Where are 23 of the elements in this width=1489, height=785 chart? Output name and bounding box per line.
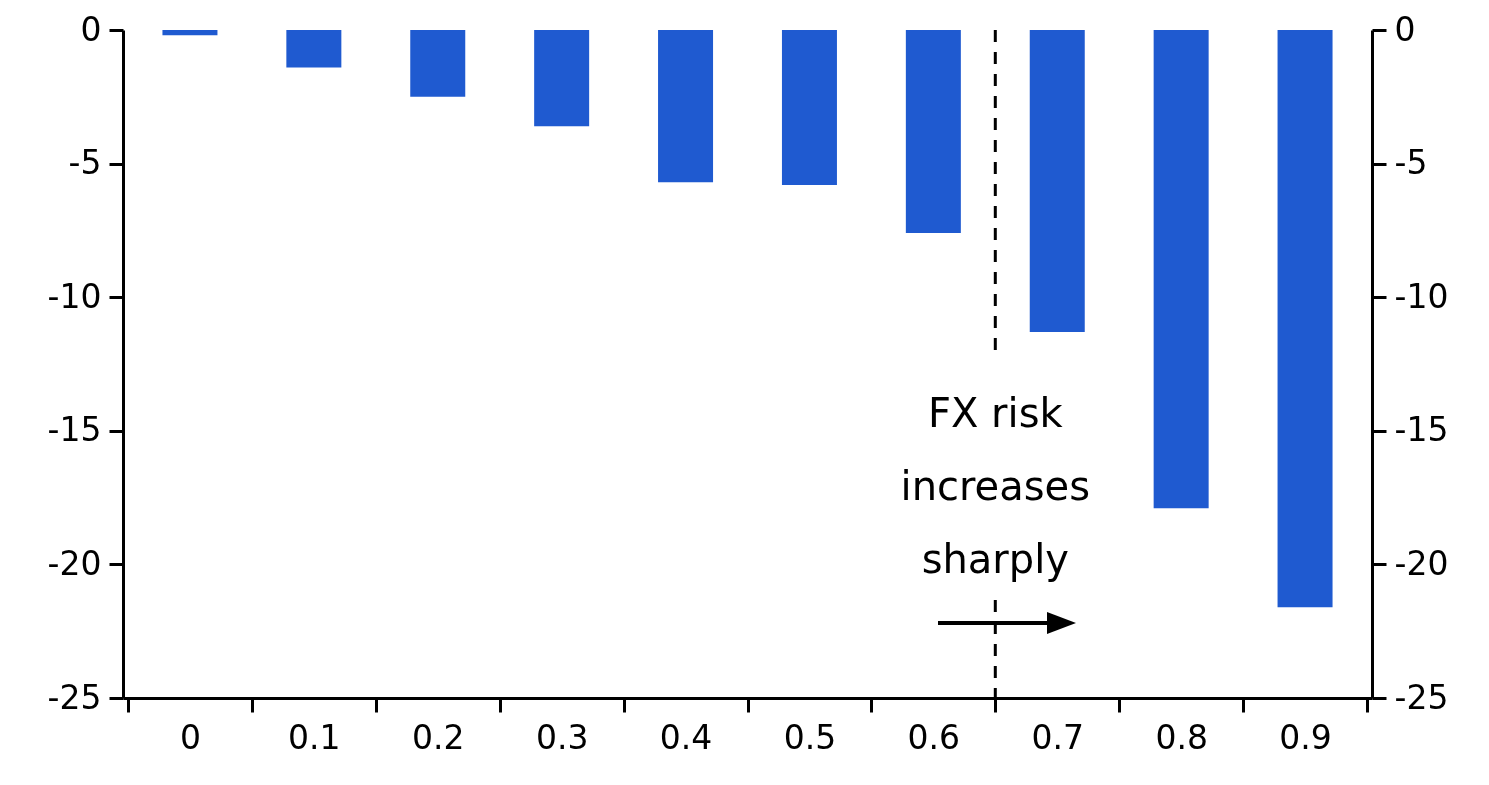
y2-tick-label: -5 <box>1394 143 1428 183</box>
ref-line-label: FX risk increases sharply <box>900 390 1091 582</box>
y-tick-label: -25 <box>47 677 102 717</box>
x-tick-label: 0.9 <box>1279 717 1332 757</box>
x-tick-label: 0.2 <box>412 717 465 757</box>
x-tick-label: 0.8 <box>1155 717 1208 757</box>
x-tick-label: 0 <box>179 717 201 757</box>
y2-tick-label: 0 <box>1394 9 1416 49</box>
y2-tick-label: -15 <box>1394 410 1449 450</box>
x-tick-label: 0.6 <box>907 717 961 757</box>
x-tick-label: 0.7 <box>1031 717 1084 757</box>
x-tick-label: 0.4 <box>659 717 713 757</box>
y-tick-label: -20 <box>47 543 102 583</box>
x-tick-label: 0.5 <box>783 717 837 757</box>
x-tick-label: 0.1 <box>288 717 341 757</box>
y-tick-label: -5 <box>68 143 102 183</box>
y2-tick-label: -20 <box>1394 543 1449 583</box>
y-tick-label: 0 <box>80 9 102 49</box>
y-tick-label: -10 <box>47 276 102 316</box>
x-tick-label: 0.3 <box>535 717 589 757</box>
y-tick-label: -15 <box>47 410 102 450</box>
y2-tick-label: -25 <box>1394 677 1449 717</box>
y2-tick-label: -10 <box>1394 276 1449 316</box>
